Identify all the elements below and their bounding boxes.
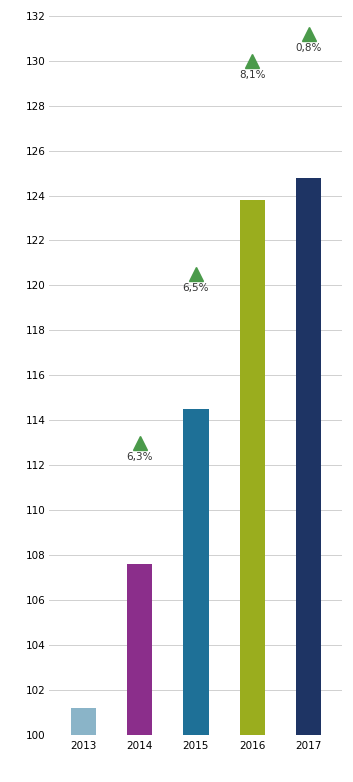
Text: 8,1%: 8,1% <box>239 70 265 80</box>
Bar <box>240 200 265 735</box>
Bar <box>127 565 152 735</box>
Text: 6,5%: 6,5% <box>183 283 209 293</box>
Bar <box>296 178 321 735</box>
Text: 6,3%: 6,3% <box>126 452 153 462</box>
Bar <box>183 409 209 735</box>
Bar <box>71 708 96 735</box>
Text: 0,8%: 0,8% <box>295 43 322 52</box>
